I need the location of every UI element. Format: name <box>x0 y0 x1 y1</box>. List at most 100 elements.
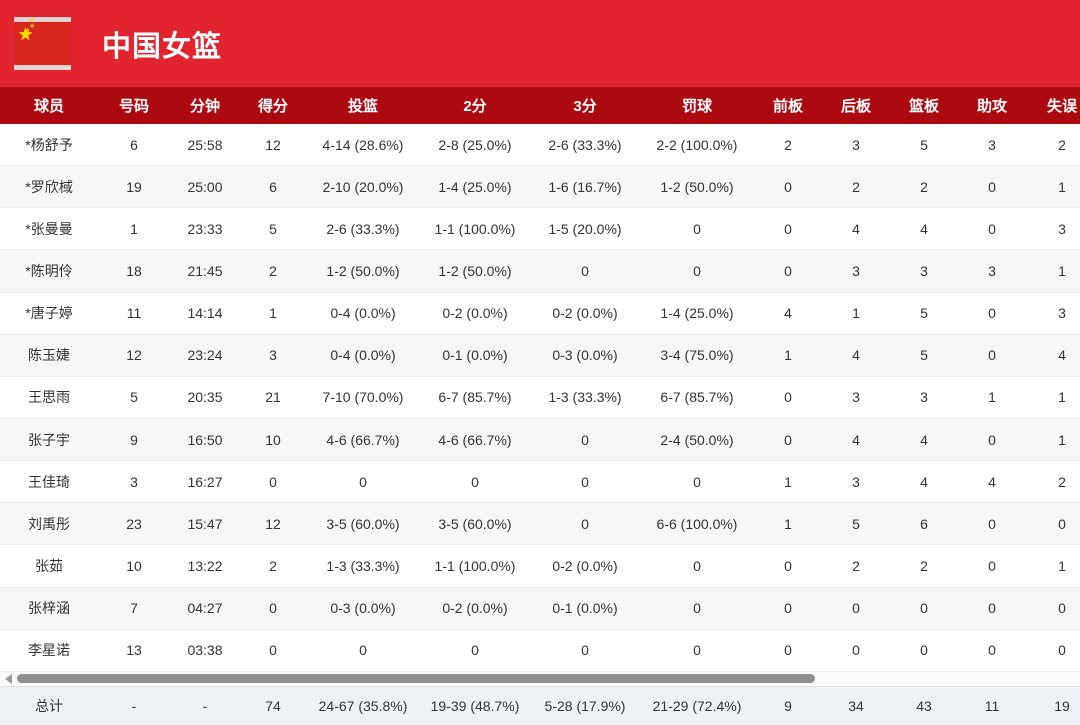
stat-cell: 6-6 (100.0%) <box>656 515 738 532</box>
stat-cell: 1-3 (33.3%) <box>548 389 622 406</box>
player-name-cell: 陈玉婕 <box>28 347 70 364</box>
total-stat-cell: - <box>202 697 208 714</box>
stat-cell: 2 <box>852 178 860 195</box>
player-name-cell: 王思雨 <box>28 389 70 406</box>
stat-cell: 15:47 <box>187 515 223 532</box>
stat-cell: 4 <box>852 220 860 237</box>
player-name-cell: 李星诺 <box>28 642 70 659</box>
stats-table: 球员 号码 分钟 得分 投篮 2分 3分 罚球 前板 后板 篮板 助攻 失误 *杨舒予 6 25:58 12 4… <box>0 87 1080 725</box>
stat-cell: 0 <box>920 642 928 659</box>
table-row: 张子宇 9 16:50 10 4-6 (66.7%) 4-6 (66.7%) 0 2-4 (5… <box>0 418 1080 462</box>
stat-cell: 0 <box>988 557 996 574</box>
stat-cell: 4 <box>920 473 928 490</box>
stat-cell: 11 <box>126 305 142 322</box>
player-name-cell: 张子宇 <box>28 431 70 448</box>
stat-cell: 0 <box>988 305 996 322</box>
stat-cell: 1-3 (33.3%) <box>326 557 400 574</box>
stat-cell: 2 <box>852 557 860 574</box>
table-header-row: 球员 号码 分钟 得分 投篮 2分 3分 罚球 前板 后板 篮板 助攻 失误 <box>0 87 1080 124</box>
stat-cell: 7 <box>130 600 138 617</box>
stat-cell: 1 <box>1058 178 1066 195</box>
stat-cell: 3 <box>988 262 996 279</box>
stat-cell: 0 <box>581 642 589 659</box>
stat-cell: 0-1 (0.0%) <box>552 600 618 617</box>
stat-cell: 2 <box>269 557 277 574</box>
total-stat-cell: 11 <box>984 697 1000 714</box>
table-row: *罗欣棫 19 25:00 6 2-10 (20.0%) 1-4 (25.0%) 1-6 (… <box>0 166 1080 209</box>
stat-cell: 25:58 <box>187 136 223 153</box>
stat-cell: 0 <box>471 473 479 490</box>
stat-cell: 12 <box>265 136 281 153</box>
stat-cell: 0-2 (0.0%) <box>552 305 618 322</box>
stat-cell: 04:27 <box>187 600 223 617</box>
total-stat-cell: - <box>131 697 137 714</box>
table-row: 王思雨 5 20:35 21 7-10 (70.0%) 6-7 (85.7%) 1-3 (3… <box>0 376 1080 419</box>
stat-cell: 0 <box>359 642 367 659</box>
scrollbar-thumb[interactable] <box>17 673 815 683</box>
stat-cell: 7-10 (70.0%) <box>322 389 404 406</box>
stat-cell: 16:50 <box>187 431 223 448</box>
column-header: 号码 <box>118 98 149 115</box>
player-name-cell: *张曼曼 <box>25 220 73 237</box>
stat-cell: 0 <box>693 557 701 574</box>
stat-cell: 1-4 (25.0%) <box>438 178 512 195</box>
stat-cell: 1 <box>784 473 792 490</box>
column-header: 篮板 <box>908 98 939 115</box>
stat-cell: 13:22 <box>187 557 223 574</box>
table-row: 张茹 10 13:22 2 1-3 (33.3%) 1-1 (100.0%) 0-2 (0.… <box>0 545 1080 588</box>
horizontal-scrollbar[interactable] <box>0 671 1080 686</box>
stat-cell: 2-4 (50.0%) <box>660 431 734 448</box>
table-row: 王佳琦 3 16:27 0 0 0 0 0 1 3 4 4 2 <box>0 461 1080 504</box>
stat-cell: 0 <box>693 600 701 617</box>
table-row: 陈玉婕 12 23:24 3 0-4 (0.0%) 0-1 (0.0%) 0-3 (0.0%… <box>0 334 1080 377</box>
stat-cell: 19 <box>126 178 142 195</box>
stat-cell: 4 <box>852 431 860 448</box>
stat-cell: 0 <box>471 642 479 659</box>
total-stat-cell: 19-39 (48.7%) <box>430 697 520 714</box>
stat-cell: 3 <box>1058 305 1066 322</box>
stat-cell: 1-2 (50.0%) <box>438 262 512 279</box>
stat-cell: 3 <box>852 389 860 406</box>
stat-cell: 1 <box>784 515 792 532</box>
stat-cell: 0 <box>988 642 996 659</box>
total-stat-cell: 9 <box>784 697 792 714</box>
stat-cell: 13 <box>126 642 142 659</box>
stat-cell: 1 <box>1058 557 1066 574</box>
stat-cell: 0 <box>784 557 792 574</box>
table-row: *张曼曼 1 23:33 5 2-6 (33.3%) 1-1 (100.0%) 1-5 (2… <box>0 208 1080 251</box>
stat-cell: 0 <box>269 642 277 659</box>
stat-cell: 4 <box>1058 347 1066 364</box>
stat-cell: 0-2 (0.0%) <box>442 600 508 617</box>
stat-cell: 1-4 (25.0%) <box>660 305 734 322</box>
total-row: 总计 - - 74 24-67 (35.8%) 19-39 (48.7%) 5-28 (17… <box>0 685 1080 725</box>
stat-cell: 3 <box>852 262 860 279</box>
column-header: 后板 <box>840 98 871 115</box>
total-stat-cell: 43 <box>916 697 932 714</box>
stat-cell: 0 <box>269 473 277 490</box>
stat-cell: 1 <box>269 305 277 322</box>
stat-cell: 3-5 (60.0%) <box>326 515 400 532</box>
stat-cell: 2-2 (100.0%) <box>656 136 738 153</box>
table-row: 张梓涵 7 04:27 0 0-3 (0.0%) 0-2 (0.0%) 0-1 (0.0%)… <box>0 587 1080 630</box>
column-header: 3分 <box>573 98 597 115</box>
stat-cell: 5 <box>852 515 860 532</box>
player-name-cell: 张梓涵 <box>28 600 70 617</box>
stat-cell: 1 <box>1058 262 1066 279</box>
stat-cell: 2-6 (33.3%) <box>326 220 400 237</box>
stat-cell: 4 <box>988 473 996 490</box>
stat-cell: 3 <box>920 262 928 279</box>
stat-cell: 10 <box>265 431 281 448</box>
stat-cell: 1-2 (50.0%) <box>660 178 734 195</box>
player-name-cell: *陈明伶 <box>25 262 73 279</box>
table-row: *唐子婷 11 14:14 1 0-4 (0.0%) 0-2 (0.0%) 0-2 (0.0… <box>0 292 1080 335</box>
stat-cell: 5 <box>920 305 928 322</box>
stat-cell: 1 <box>1058 389 1066 406</box>
stat-cell: 12 <box>126 347 142 364</box>
scroll-left-arrow-icon[interactable] <box>5 673 12 684</box>
stat-cell: 0 <box>784 262 792 279</box>
stat-cell: 4-6 (66.7%) <box>326 431 400 448</box>
stat-cell: 12 <box>265 515 281 532</box>
stat-cell: 5 <box>130 389 138 406</box>
stat-cell: 0 <box>693 642 701 659</box>
stat-cell: 2 <box>784 136 792 153</box>
